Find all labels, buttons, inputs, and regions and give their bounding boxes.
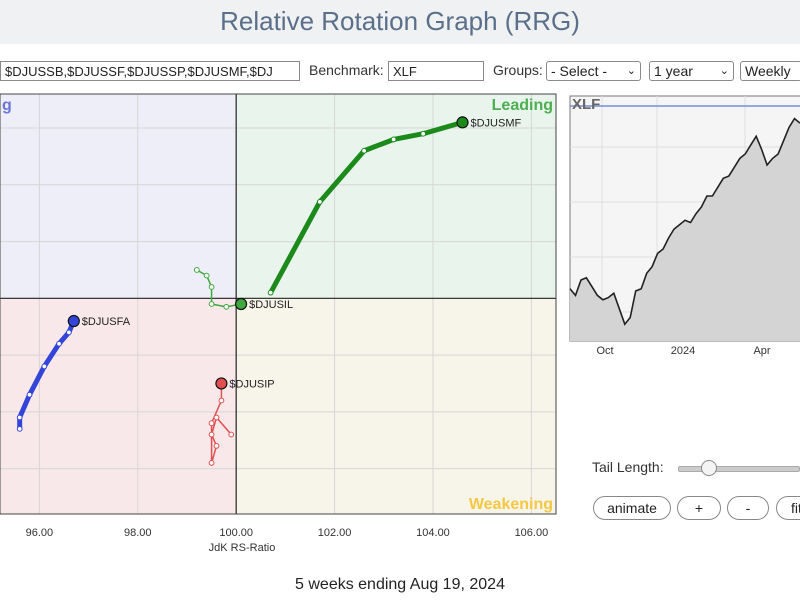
series-point bbox=[208, 460, 215, 466]
series-point bbox=[208, 301, 215, 307]
zoom-out-button[interactable]: - bbox=[727, 496, 769, 520]
series-point bbox=[213, 442, 220, 449]
tail-length-slider[interactable] bbox=[678, 460, 800, 476]
series-djusip: $DJUSIP bbox=[208, 377, 275, 466]
series-point bbox=[218, 397, 225, 404]
quadrant-label-leading: Leading bbox=[492, 97, 553, 114]
price-x-tick-label: Apr bbox=[753, 345, 770, 357]
benchmark-price-chart: XLF Oct 2024 Apr bbox=[569, 95, 800, 357]
x-tick-label: 106.00 bbox=[515, 527, 549, 539]
chevron-down-icon: ⌄ bbox=[626, 65, 636, 77]
x-tick-label: 102.00 bbox=[318, 527, 352, 539]
series-djusmf: $DJUSMF bbox=[267, 116, 522, 296]
frequency-select[interactable]: Weekly bbox=[740, 61, 800, 81]
page-title: Relative Rotation Graph (RRG) bbox=[220, 6, 580, 36]
x-tick-label: 104.00 bbox=[416, 527, 450, 539]
series-point bbox=[208, 420, 215, 427]
groups-label: Groups: bbox=[493, 62, 543, 78]
series-point bbox=[56, 340, 62, 347]
zoom-in-button[interactable]: + bbox=[677, 496, 721, 520]
slider-thumb[interactable] bbox=[700, 460, 717, 476]
series-djusfa: $DJUSFA bbox=[16, 314, 131, 432]
quadrant-weakening bbox=[236, 298, 556, 514]
benchmark-symbol: XLF bbox=[572, 96, 600, 113]
quadrant-improving bbox=[0, 94, 237, 299]
title-bar: Relative Rotation Graph (RRG) bbox=[0, 0, 800, 44]
series-head-point bbox=[67, 314, 80, 328]
price-x-tick-label: 2024 bbox=[671, 345, 695, 357]
series-head-point bbox=[234, 297, 248, 311]
tail-length-label: Tail Length: bbox=[592, 459, 664, 475]
series-point bbox=[65, 329, 72, 336]
series-point bbox=[26, 391, 33, 398]
series-point bbox=[208, 284, 215, 290]
series-point bbox=[390, 136, 397, 143]
plot-border bbox=[0, 93, 557, 515]
series-point bbox=[420, 130, 427, 137]
series-djusil: $DJUSIL bbox=[193, 267, 293, 311]
frequency-select-value: Weekly bbox=[745, 63, 791, 79]
animate-button[interactable]: animate bbox=[593, 496, 671, 520]
series-point bbox=[228, 431, 235, 438]
benchmark-label: Benchmark: bbox=[309, 62, 384, 78]
period-caption: 5 weeks ending Aug 19, 2024 bbox=[295, 576, 505, 593]
x-tick-label: 96.00 bbox=[26, 527, 54, 539]
chevron-down-icon: ⌄ bbox=[719, 65, 729, 77]
benchmark-input[interactable]: XLF bbox=[388, 61, 484, 81]
period-select-value: 1 year bbox=[654, 63, 693, 79]
series-tail bbox=[210, 382, 233, 464]
symbols-input[interactable]: $DJUSSB,$DJUSSF,$DJUSSP,$DJUSMF,$DJ bbox=[0, 61, 300, 81]
series-point bbox=[41, 363, 48, 370]
series-label: $DJUSFA bbox=[82, 316, 131, 328]
series-point bbox=[16, 414, 23, 421]
series-tail bbox=[268, 119, 466, 296]
series-point bbox=[208, 431, 215, 438]
series-point bbox=[316, 198, 323, 205]
series-point bbox=[16, 425, 23, 432]
x-tick-label: 98.00 bbox=[124, 527, 152, 539]
series-point bbox=[267, 289, 274, 296]
groups-select-value: - Select - bbox=[551, 63, 608, 79]
series-point bbox=[361, 147, 368, 154]
groups-select[interactable]: - Select - ⌄ bbox=[546, 61, 641, 81]
rrg-chart[interactable]: g Leading Weakening $DJUSMF $DJUSIL $DJUSF… bbox=[0, 92, 560, 556]
x-tick-label: 100.00 bbox=[219, 527, 253, 539]
x-axis-label: JdK RS-Ratio bbox=[209, 542, 276, 554]
series-head-point bbox=[456, 116, 469, 129]
quadrant-label-improving: g bbox=[2, 97, 12, 114]
series-head-point bbox=[215, 377, 228, 390]
quadrant-lagging bbox=[0, 298, 237, 514]
series-point bbox=[203, 272, 210, 279]
price-x-tick-label: Oct bbox=[596, 345, 613, 357]
series-point bbox=[223, 303, 230, 310]
series-point bbox=[213, 414, 220, 421]
quadrant-label-weakening: Weakening bbox=[469, 496, 553, 513]
series-point bbox=[193, 267, 200, 273]
period-select[interactable]: 1 year ⌄ bbox=[649, 61, 734, 81]
slider-track bbox=[678, 466, 800, 472]
series-label: $DJUSMF bbox=[471, 117, 522, 129]
series-label: $DJUSIP bbox=[229, 378, 274, 390]
price-area bbox=[570, 118, 800, 341]
price-line bbox=[569, 117, 800, 326]
fit-button[interactable]: fit bbox=[776, 496, 800, 520]
series-label: $DJUSIL bbox=[249, 299, 293, 311]
